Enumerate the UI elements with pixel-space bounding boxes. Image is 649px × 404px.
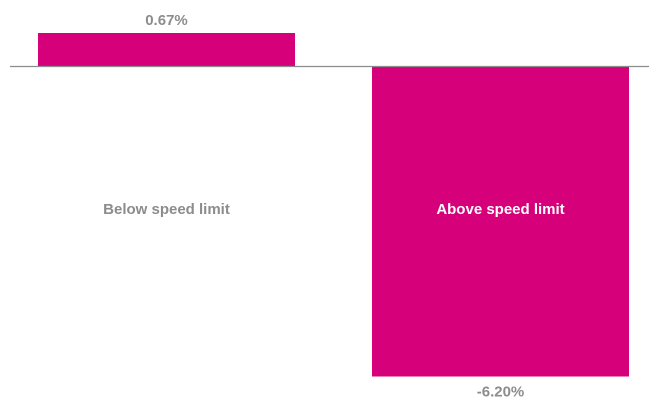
value-label-above-speed-limit: -6.20% [477,384,525,401]
category-label-below-speed-limit: Below speed limit [103,201,230,218]
bar-below-speed-limit [38,33,295,67]
bar-above-speed-limit [372,66,629,377]
value-label-below-speed-limit: 0.67% [145,12,188,29]
labels-group: 0.67% Below speed limit -6.20% Above speed … [103,12,565,401]
bars-group [38,33,629,377]
category-label-above-speed-limit: Above speed limit [436,201,564,218]
